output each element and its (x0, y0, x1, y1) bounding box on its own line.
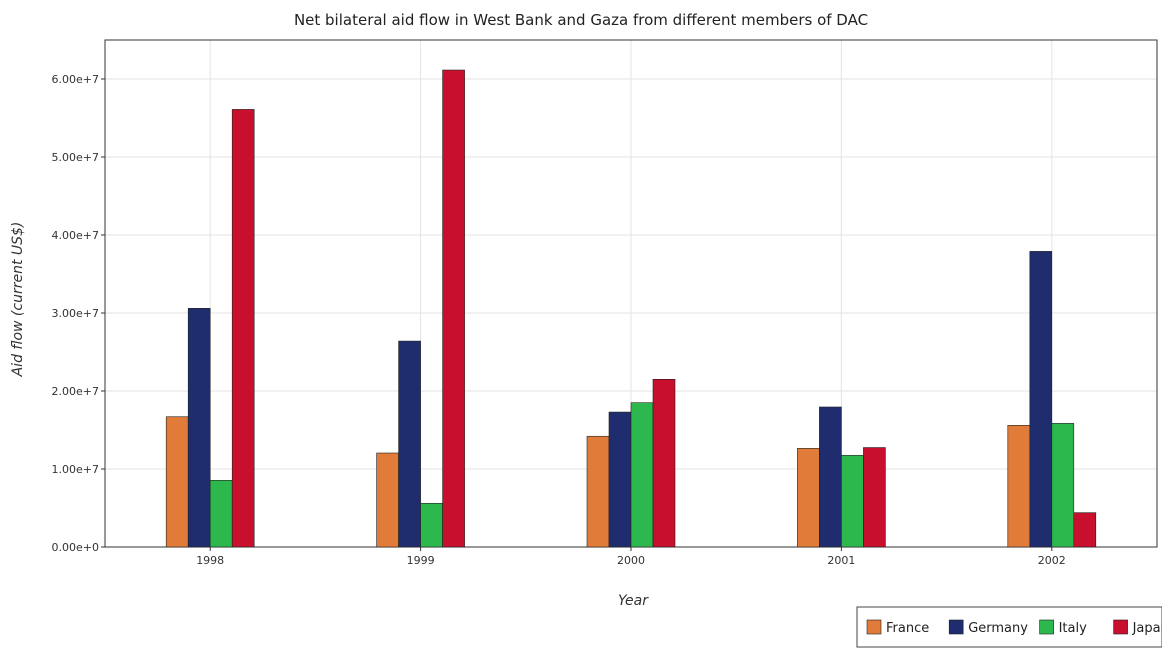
chart-title: Net bilateral aid flow in West Bank and … (294, 11, 868, 29)
bar-italy-2000 (630, 402, 654, 548)
bar-japan-2000 (652, 378, 676, 548)
x-tick-label: 2002 (1038, 554, 1066, 567)
bar-japan-2001 (863, 447, 886, 548)
bar-germany-2000 (608, 411, 632, 548)
bar-france-1998 (165, 416, 189, 548)
bar-germany-2002 (1029, 251, 1053, 548)
y-tick-label: 5.00e+7 (52, 151, 99, 164)
y-tick-label: 6.00e+7 (52, 73, 99, 86)
bar-japan-1999 (442, 69, 465, 548)
legend-label-germany: Germany (968, 621, 1028, 636)
y-tick-label: 2.00e+7 (52, 385, 99, 398)
legend-label-italy: Italy (1059, 621, 1088, 636)
bar-italy-2002 (1051, 423, 1075, 548)
y-tick-label: 3.00e+7 (52, 307, 99, 320)
legend-swatch-italy (1039, 619, 1054, 635)
y-tick-label: 0.00e+0 (52, 541, 99, 554)
x-axis-label: Year (618, 593, 649, 609)
x-tick-label: 2001 (827, 554, 855, 567)
legend-swatch-japan (1113, 619, 1128, 635)
y-tick-label: 1.00e+7 (52, 463, 99, 476)
legend-box (856, 606, 1162, 648)
x-tick-label: 1999 (407, 554, 435, 567)
grid-lines (105, 40, 1157, 548)
bar-italy-1998 (209, 480, 233, 548)
bar-france-2001 (797, 448, 820, 548)
bar-germany-2001 (819, 406, 842, 548)
bar-italy-1999 (420, 503, 443, 548)
x-tick-label: 1998 (196, 554, 224, 567)
legend-swatch-france (866, 619, 882, 635)
x-tick-label: 2000 (617, 554, 645, 567)
legend-label-japan: Japan (1132, 621, 1162, 636)
legend-swatch-germany (948, 619, 964, 635)
x-axis-ticks: 1998 1999 2000 2001 2002 (196, 547, 1066, 567)
bar-france-1999 (376, 452, 399, 548)
legend: France Germany Italy Japan (856, 606, 1162, 648)
bar-japan-2002 (1073, 512, 1097, 548)
bar-germany-1998 (187, 308, 211, 548)
bar-italy-2001 (841, 455, 864, 548)
bar-france-2002 (1007, 425, 1031, 548)
legend-label-france: France (886, 621, 929, 636)
bar-germany-1999 (398, 340, 421, 548)
y-axis-ticks: 0.00e+0 1.00e+7 2.00e+7 3.00e+7 4.00e+7 5.00e… (52, 73, 105, 554)
y-tick-label: 4.00e+7 (52, 229, 99, 242)
bars-group (165, 69, 1097, 548)
bar-japan-1998 (231, 109, 255, 548)
y-axis-label: Aid flow (current US$) (10, 222, 26, 378)
bar-france-2000 (586, 435, 610, 548)
